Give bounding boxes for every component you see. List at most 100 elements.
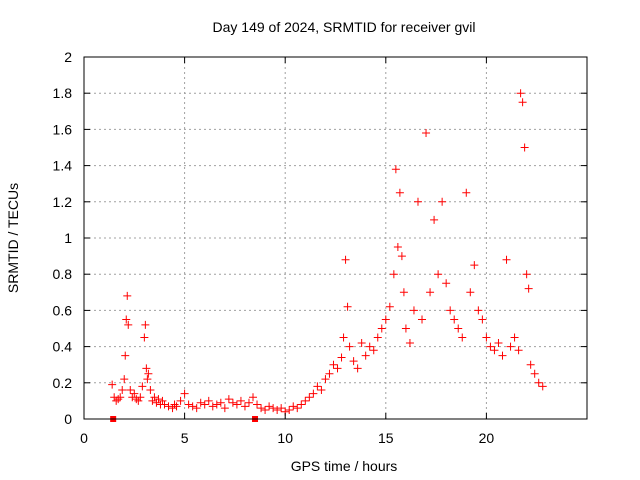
y-tick-label: 1.4 [53, 158, 73, 174]
data-point [180, 389, 189, 398]
data-point [136, 393, 145, 402]
data-point [341, 255, 350, 264]
data-point [257, 404, 266, 413]
data-point [377, 324, 386, 333]
data-point [285, 405, 294, 414]
data-point [458, 333, 467, 342]
data-point [196, 398, 205, 407]
data-point [150, 393, 159, 402]
data-point [124, 320, 133, 329]
data-point [434, 270, 443, 279]
data-point [305, 393, 314, 402]
data-point [293, 404, 302, 413]
x-tick-label: 20 [479, 430, 495, 446]
y-tick-label: 0.6 [53, 302, 73, 318]
data-point [514, 346, 523, 355]
data-point [232, 400, 241, 409]
data-point [130, 389, 139, 398]
data-points [108, 89, 547, 422]
x-tick-label: 5 [181, 430, 189, 446]
data-point [309, 389, 318, 398]
data-point [450, 315, 459, 324]
data-point [118, 386, 127, 395]
data-point [140, 333, 149, 342]
data-point [142, 364, 151, 373]
chart-title: Day 149 of 2024, SRMTID for receiver gvi… [213, 19, 476, 35]
data-point [112, 396, 121, 405]
data-point [192, 404, 201, 413]
data-point [132, 395, 141, 404]
tick-labels: 00.20.40.60.811.21.41.61.820 5 10 15 20 [53, 49, 495, 446]
data-point [123, 291, 132, 300]
data-point [506, 342, 515, 351]
data-point [297, 400, 306, 409]
data-point [369, 346, 378, 355]
data-point [438, 197, 447, 206]
data-point [520, 143, 529, 152]
data-point [393, 243, 402, 252]
data-point [409, 306, 418, 315]
data-point [313, 382, 322, 391]
y-axis-label: SRMTID / TECUs [5, 183, 21, 293]
x-tick-label: 0 [80, 430, 88, 446]
y-tick-label: 0 [64, 411, 72, 427]
data-point [329, 360, 338, 369]
data-point [422, 129, 431, 138]
data-point [490, 346, 499, 355]
data-point [301, 396, 310, 405]
data-point [426, 288, 435, 297]
data-point [253, 400, 262, 409]
data-point [345, 342, 354, 351]
data-point [277, 404, 286, 413]
y-tick-label: 0.2 [53, 375, 73, 391]
data-point [249, 393, 258, 402]
x-tick-label: 15 [378, 430, 394, 446]
data-point [516, 89, 525, 98]
y-tick-label: 1 [64, 230, 72, 246]
data-point [116, 393, 125, 402]
data-point [373, 333, 382, 342]
data-point [108, 380, 117, 389]
data-point [261, 405, 270, 414]
data-point [128, 393, 137, 402]
data-point [518, 98, 527, 107]
data-point [395, 188, 404, 197]
data-point [240, 402, 249, 411]
data-point [134, 396, 143, 405]
data-point [321, 375, 330, 384]
data-point [236, 396, 245, 405]
data-point [361, 351, 370, 360]
data-point [470, 261, 479, 270]
data-point [337, 353, 346, 362]
data-point [122, 315, 131, 324]
data-point [401, 324, 410, 333]
data-point [212, 400, 221, 409]
data-point [442, 279, 451, 288]
data-point [269, 404, 278, 413]
data-point [365, 342, 374, 351]
data-point [381, 315, 390, 324]
data-point [524, 284, 533, 293]
data-point [526, 360, 535, 369]
data-point [220, 404, 229, 413]
data-point [138, 382, 147, 391]
data-point [353, 364, 362, 373]
data-point [170, 400, 179, 409]
data-point [389, 270, 398, 279]
y-tick-label: 1.2 [53, 194, 73, 210]
data-point [405, 338, 414, 347]
data-point [188, 402, 197, 411]
x-axis-label: GPS time / hours [291, 458, 398, 474]
data-point [273, 405, 282, 414]
data-point [530, 369, 539, 378]
data-point [399, 288, 408, 297]
y-tick-label: 0.4 [53, 339, 73, 355]
data-point [176, 396, 185, 405]
data-point [413, 197, 422, 206]
data-point [538, 382, 547, 391]
data-point [141, 320, 150, 329]
y-tick-label: 0.8 [53, 266, 73, 282]
data-point [126, 386, 135, 395]
